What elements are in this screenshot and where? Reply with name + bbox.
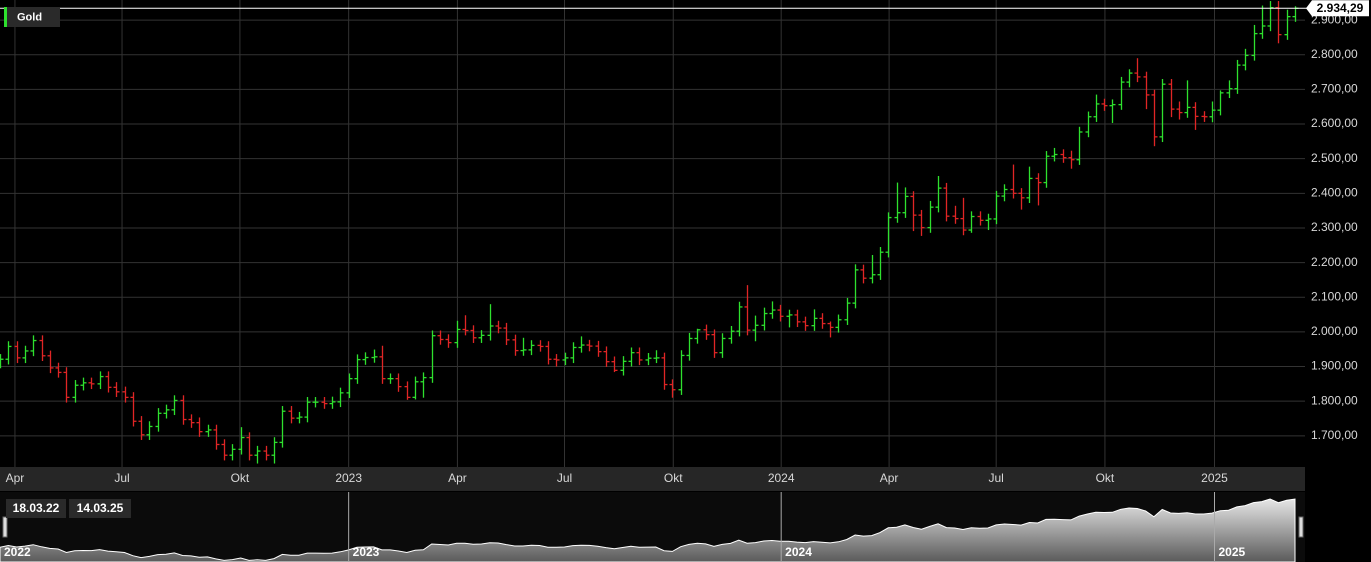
y-tick-label: 2.500,00 <box>1311 151 1358 165</box>
x-tick-label: Apr <box>448 471 467 485</box>
x-tick-label: Jul <box>557 471 572 485</box>
y-tick-label: 2.700,00 <box>1311 82 1358 96</box>
y-tick-label: 2.300,00 <box>1311 220 1358 234</box>
navigator-handle[interactable] <box>1298 516 1304 538</box>
bars <box>0 1 1299 464</box>
y-tick-label: 1.700,00 <box>1311 428 1358 442</box>
navigator-area <box>0 498 1296 562</box>
legend-box[interactable] <box>4 7 60 27</box>
navigator-handle[interactable] <box>2 516 8 538</box>
y-tick-label: 2.000,00 <box>1311 324 1358 338</box>
navigator-label: 2022 <box>4 545 31 559</box>
navigator-label: 2024 <box>785 545 812 559</box>
legend-label[interactable]: Gold <box>17 11 42 23</box>
x-tick-label: Apr <box>6 471 25 485</box>
x-tick-label: Jul <box>114 471 129 485</box>
y-tick-label: 2.800,00 <box>1311 47 1358 61</box>
y-tick-label: 2.200,00 <box>1311 255 1358 269</box>
navigator: 2022 2023 2024 2025 <box>0 492 1304 562</box>
x-tick-label: Okt <box>664 471 683 485</box>
y-tick-label: 1.800,00 <box>1311 393 1358 407</box>
y-tick-label: 2.400,00 <box>1311 185 1358 199</box>
last-price-box <box>1306 0 1369 17</box>
x-tick-label: 2025 <box>1201 471 1228 485</box>
range-end-box[interactable] <box>69 499 131 518</box>
navigator-label: 2025 <box>1219 545 1246 559</box>
range-start-box[interactable] <box>6 499 66 518</box>
y-tick-label: 2.100,00 <box>1311 289 1358 303</box>
x-tick-label: Okt <box>231 471 250 485</box>
grid <box>0 0 1305 467</box>
last-price-label: 2.934,29 <box>1317 1 1364 15</box>
x-tick-label: Jul <box>989 471 1004 485</box>
y-tick-label: 2.600,00 <box>1311 116 1358 130</box>
x-tick-label: 2023 <box>335 471 362 485</box>
x-tick-label: Okt <box>1096 471 1115 485</box>
range-end[interactable]: 14.03.25 <box>77 501 124 515</box>
x-axis-band <box>0 467 1305 491</box>
legend-swatch <box>4 7 7 27</box>
x-tick-label: 2024 <box>768 471 795 485</box>
labels: 1.700,00 1.800,00 1.900,00 2.000,00 2.100,00… <box>0 0 1369 485</box>
x-tick-label: Apr <box>880 471 899 485</box>
y-tick-label: 1.900,00 <box>1311 359 1358 373</box>
range-start[interactable]: 18.03.22 <box>13 501 60 515</box>
navigator-label: 2023 <box>353 545 380 559</box>
